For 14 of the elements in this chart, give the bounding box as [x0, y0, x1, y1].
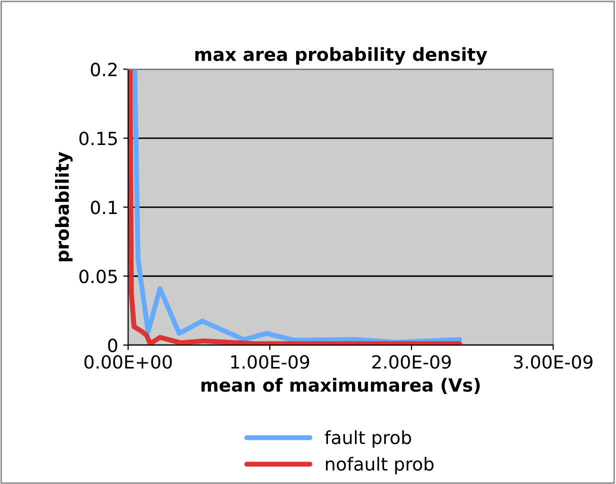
- y-axis-title: probability: [55, 152, 73, 262]
- y-tick-label: 0.2: [90, 62, 117, 76]
- x-tick-label: 2.00E-09: [372, 355, 451, 369]
- legend-label: fault prob: [324, 430, 412, 448]
- y-tick-label: 0.15: [79, 132, 117, 146]
- x-axis-title: mean of maximumarea (Vs): [202, 378, 480, 394]
- chart-title: max area probability density: [195, 47, 488, 65]
- legend-label: nofault prob: [326, 456, 434, 474]
- y-tick-label: 0.1: [90, 200, 117, 214]
- x-tick-label: 3.00E-09: [514, 355, 592, 369]
- x-tick-label: 0.00E+00: [84, 355, 172, 369]
- y-tick-label: 0.05: [79, 270, 117, 284]
- x-tick-label: 1.00E-09: [231, 355, 310, 369]
- y-tick-label: 0: [108, 338, 118, 352]
